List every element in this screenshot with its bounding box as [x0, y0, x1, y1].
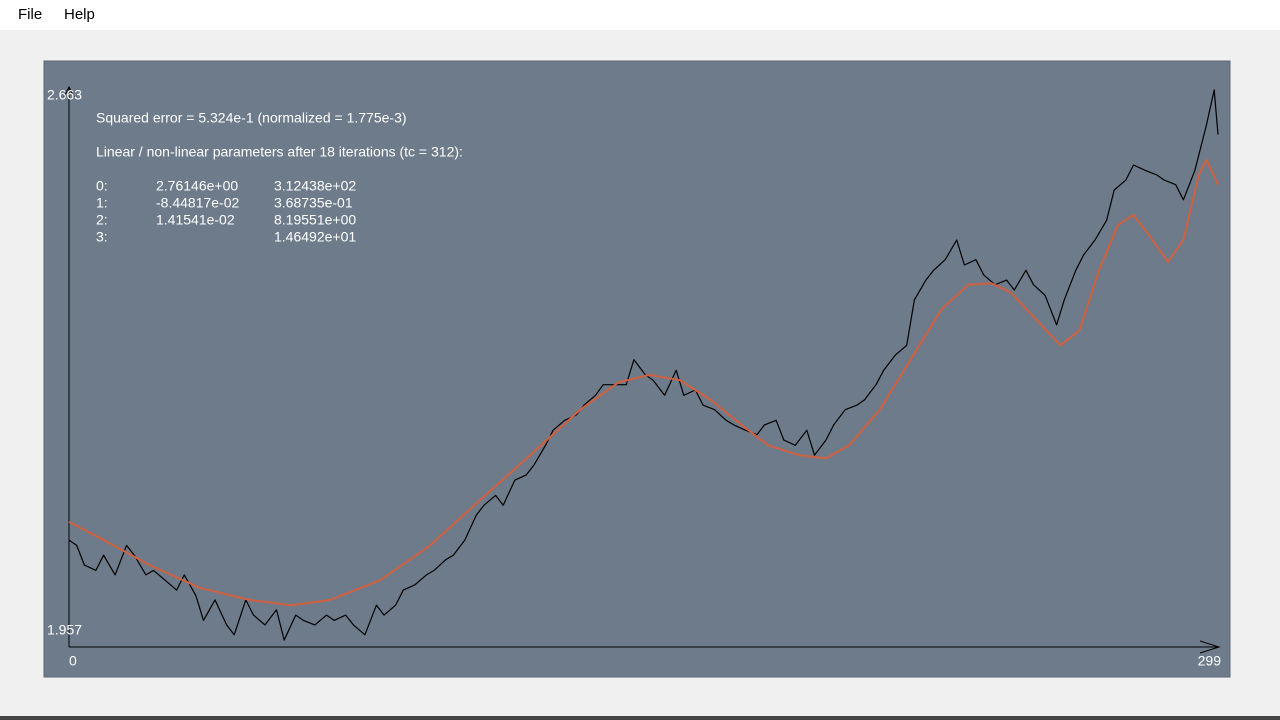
menu-item[interactable]: File	[18, 6, 42, 23]
annotation: Squared error = 5.324e-1 (normalized = 1…	[96, 110, 407, 126]
parameter-table: 0: 2.76146e+00 3.12438e+02 1: -8.44817e-02 3.…	[96, 178, 356, 245]
menu-item[interactable]: Help	[64, 6, 95, 23]
parameter-cell: 1.41541e-02	[156, 212, 235, 228]
x-tick-label: 0	[69, 653, 77, 669]
parameter-cell: 2:	[96, 212, 108, 228]
parameter-cell: 0:	[96, 178, 108, 194]
parameter-cell: 1:	[96, 195, 108, 211]
parameter-cell: 3.12438e+02	[274, 178, 356, 194]
bottom-edge	[0, 716, 1280, 720]
parameter-cell: -8.44817e-02	[156, 195, 240, 211]
x-axis-arrow	[1199, 640, 1221, 654]
parameter-cell: 1.46492e+01	[274, 229, 356, 245]
parameter-cell: 2.76146e+00	[156, 178, 238, 194]
y-tick-label: 1.957	[47, 622, 82, 638]
data-line	[68, 158, 1219, 607]
y-tick-label: 2.663	[47, 87, 82, 103]
parameter-cell: 3.68735e-01	[274, 195, 353, 211]
x-tick-label: 299	[1198, 653, 1222, 669]
parameter-cell: 8.19551e+00	[274, 212, 356, 228]
parameter-cell: 3:	[96, 229, 108, 245]
plot-panel	[43, 60, 1231, 678]
annotation: Linear / non-linear parameters after 18 …	[96, 144, 463, 160]
y-axis-arrow	[63, 85, 75, 98]
menu-bar	[0, 0, 1280, 30]
